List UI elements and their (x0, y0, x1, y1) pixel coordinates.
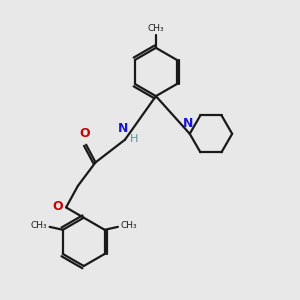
Text: CH₃: CH₃ (30, 221, 46, 230)
Text: CH₃: CH₃ (148, 23, 164, 32)
Text: O: O (79, 127, 90, 140)
Text: H: H (130, 134, 139, 144)
Text: CH₃: CH₃ (121, 221, 137, 230)
Text: N: N (118, 122, 129, 135)
Text: N: N (183, 117, 194, 130)
Text: O: O (52, 200, 63, 213)
